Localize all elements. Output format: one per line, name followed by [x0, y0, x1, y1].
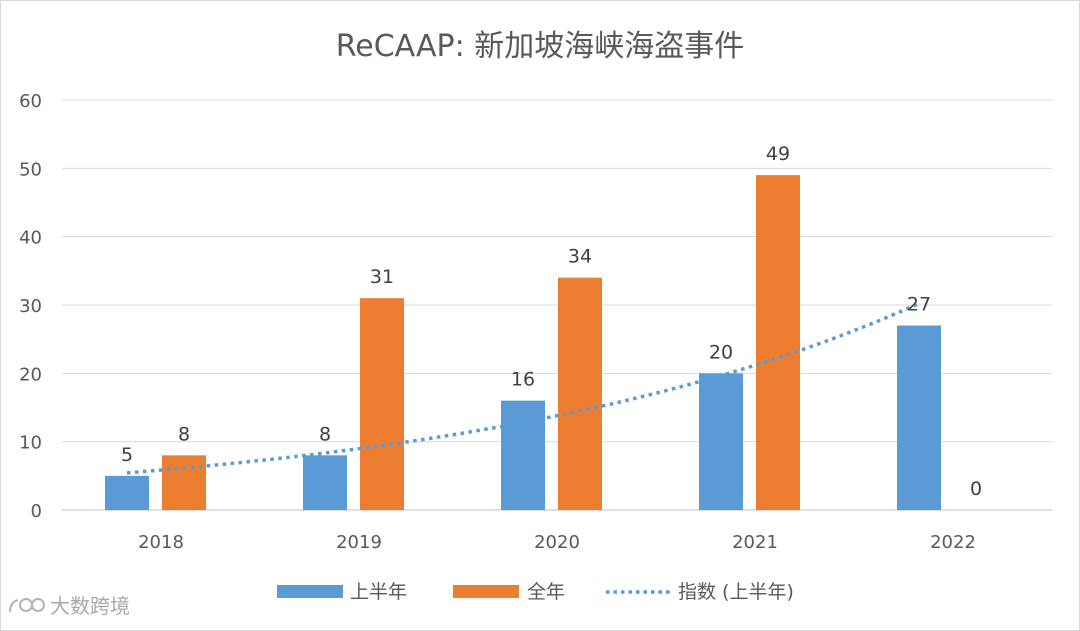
x-tick-label: 2018 — [138, 532, 184, 553]
bars — [105, 175, 941, 510]
x-tick-label: 2022 — [930, 532, 976, 553]
legend-swatch-series-0 — [277, 585, 343, 598]
bar-h1-2020 — [501, 400, 545, 510]
watermark-text: 大数跨境 — [50, 594, 130, 618]
bar-h1-2021 — [699, 373, 743, 510]
y-tick-label: 30 — [19, 296, 42, 317]
data-label-full-2020: 34 — [568, 246, 592, 268]
legend: 上半年 全年 指数 (上半年) — [277, 581, 794, 603]
legend-label-series-1: 全年 — [527, 581, 565, 603]
bar-full-2020 — [558, 277, 602, 510]
x-tick-label: 2021 — [732, 532, 778, 553]
data-label-full-2022: 0 — [970, 478, 982, 500]
legend-label-trendline: 指数 (上半年) — [678, 581, 794, 603]
watermark: 大数跨境 — [9, 594, 130, 618]
y-tick-label: 0 — [31, 501, 42, 522]
data-label-full-2019: 31 — [370, 266, 394, 288]
y-tick-label: 60 — [19, 91, 42, 112]
legend-swatch-series-1 — [453, 585, 519, 598]
data-label-full-2021: 49 — [766, 143, 790, 165]
data-label-h1-2022: 27 — [907, 294, 931, 316]
data-label-h1-2021: 20 — [709, 341, 733, 363]
data-label-h1-2020: 16 — [511, 369, 535, 391]
bar-h1-2022 — [897, 325, 941, 510]
bar-h1-2019 — [303, 455, 347, 510]
x-tick-label: 2020 — [534, 532, 580, 553]
bar-h1-2018 — [105, 475, 149, 510]
bar-full-2018 — [162, 455, 206, 510]
x-tick-label: 2019 — [336, 532, 382, 553]
chart-title: ReCAAP: 新加坡海峡海盗事件 — [336, 29, 745, 64]
trendline-exponential — [126, 301, 920, 475]
gridlines — [62, 99, 1052, 511]
trendline — [126, 301, 920, 475]
bar-full-2019 — [360, 298, 404, 510]
y-tick-label: 40 — [19, 228, 42, 249]
x-axis: 2018 2019 2020 2021 2022 — [138, 532, 976, 553]
data-label-full-2018: 8 — [178, 423, 190, 445]
y-axis: 0 10 20 30 40 50 60 — [19, 91, 42, 522]
data-label-h1-2018: 5 — [121, 444, 133, 466]
legend-label-series-0: 上半年 — [350, 581, 407, 603]
y-tick-label: 10 — [19, 433, 42, 454]
data-labels: 5 8 8 31 16 34 20 49 27 0 — [121, 143, 982, 500]
y-tick-label: 50 — [19, 159, 42, 180]
data-label-h1-2019: 8 — [319, 423, 331, 445]
y-tick-label: 20 — [19, 364, 42, 385]
logo-icon — [9, 598, 45, 613]
bar-full-2021 — [756, 175, 800, 510]
